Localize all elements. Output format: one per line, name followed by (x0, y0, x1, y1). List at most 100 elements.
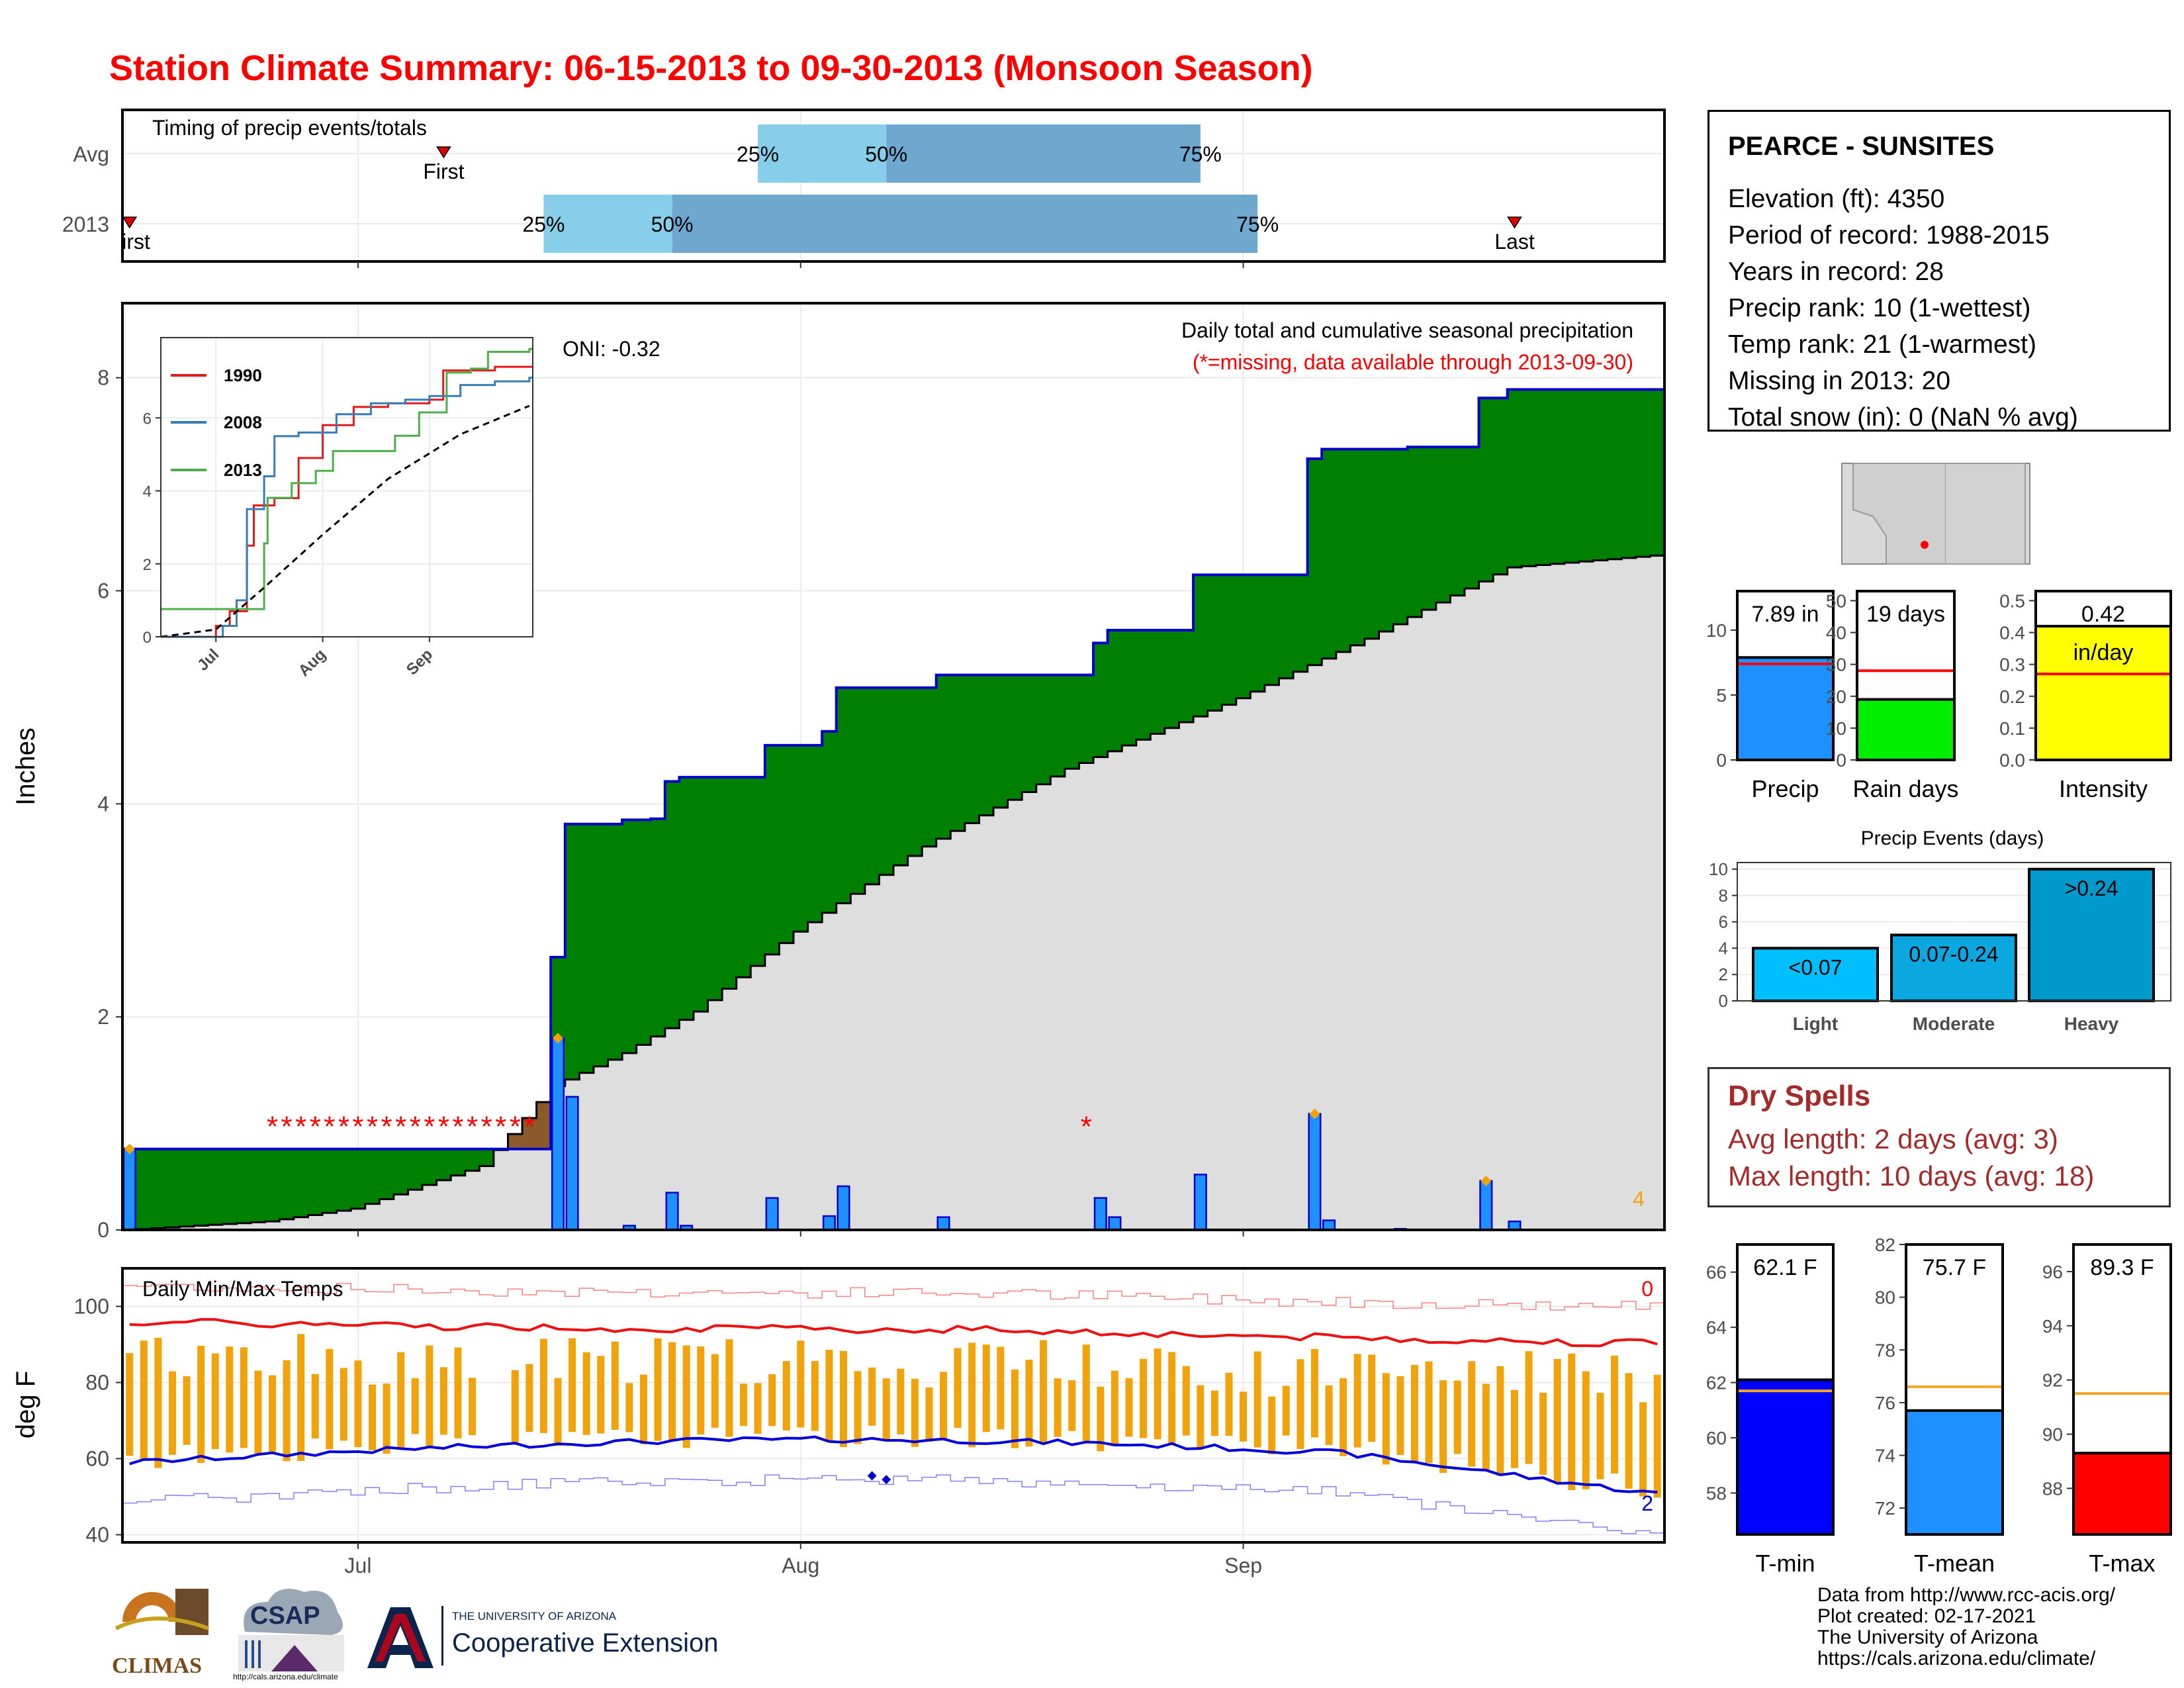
precip-events-border (1737, 862, 2171, 1002)
precip-missing-star-9: * (395, 1110, 406, 1143)
tmean-axis-label: T-mean (1914, 1550, 1995, 1577)
temp-y-tick-label-0: 40 (85, 1523, 109, 1547)
precip_total-value-label: 7.89 in (1751, 602, 1819, 627)
timing-box-25-50 (758, 124, 887, 183)
tmin-axis-label: T-min (1756, 1550, 1815, 1577)
tmean-border (1905, 1243, 2004, 1536)
temp-hot-count: 0 (1641, 1277, 1653, 1301)
precip_total-axis-label: Precip (1751, 775, 1819, 802)
timing-row-label-front: 2013 (62, 212, 109, 236)
precip-daily-bar-11 (1108, 1216, 1122, 1231)
credit-university: The University of Arizona (1817, 1626, 2038, 1648)
temp-panel-title: Daily Min/Max Temps (142, 1277, 343, 1301)
csap-logo-mark (238, 1589, 344, 1671)
climas-logo: CLIMAS (109, 1582, 215, 1681)
precip_total-y-tick-label-2: 10 (1706, 620, 1727, 641)
rain_days-bar (1856, 698, 1956, 762)
tmin-value-label: 62.1 F (1753, 1255, 1817, 1280)
timing-label-75: 75% (1236, 212, 1279, 236)
precip-events-bar-label-light: <0.07 (1789, 955, 1843, 979)
timing-panel-border (121, 109, 1666, 263)
rain_days-y-tick-label-0: 0 (1836, 750, 1846, 771)
precip-record-marker-0 (124, 1143, 135, 1154)
precip-missing-star-11: * (424, 1110, 435, 1143)
precip_total-y-tick-label-0: 0 (1716, 750, 1727, 771)
tmean-y-tick-label-1: 74 (1875, 1446, 1895, 1466)
tmax-axis-label: T-max (2089, 1550, 2155, 1577)
tmax-y-tick-label-4: 96 (2042, 1262, 2063, 1282)
precip-record-marker-1 (553, 1033, 564, 1044)
locator-map-station-dot (1921, 541, 1929, 549)
precip-daily-bar-14 (1322, 1219, 1336, 1231)
precip-events-y-tick-label-2: 4 (1719, 938, 1728, 958)
precip-missing-star-17: * (510, 1110, 521, 1143)
rain_days-y-tick-label-1: 10 (1826, 718, 1846, 739)
precip-missing-star-14: * (467, 1110, 478, 1143)
precip-events-y-tick-label-1: 2 (1719, 964, 1728, 984)
tmin-y-tick-label-0: 58 (1706, 1483, 1727, 1503)
csap-logo-text: CSAP (250, 1602, 320, 1630)
precip-daily-bar-9 (936, 1216, 950, 1231)
precip-missing-star-18: * (523, 1110, 535, 1143)
timing-box-25-50 (543, 195, 672, 253)
temp-record-low-line (122, 1474, 1664, 1534)
intensity-y-tick-label-1: 0.1 (1999, 718, 2025, 739)
intensity-value-label: 0.42 (2081, 602, 2125, 627)
temp-record-high-line (122, 1283, 1664, 1311)
temp-y-tick-label-2: 80 (85, 1371, 109, 1395)
ua-logo-divider (441, 1606, 443, 1665)
tmin-y-tick-label-3: 64 (1706, 1317, 1727, 1338)
precip-events-bar-heavy (2028, 867, 2155, 1003)
precip-events-y-tick-label-4: 8 (1719, 886, 1728, 906)
precip-events-category-heavy: Heavy (2064, 1013, 2119, 1034)
intensity-y-tick-label-2: 0.2 (1999, 686, 2025, 707)
tmax-y-tick-label-2: 92 (2042, 1370, 2063, 1391)
precip_total-border (1736, 590, 1835, 761)
timing-first-marker (436, 146, 451, 159)
precip-missing-star-15: * (481, 1110, 492, 1143)
precip-y-axis-label: Inches (11, 727, 40, 806)
timing-panel-title: Timing of precip events/totals (152, 116, 427, 140)
tmin-y-tick-label-1: 60 (1706, 1428, 1727, 1448)
inset-legend-label-2013: 2013 (224, 460, 262, 480)
tmax-y-tick-label-0: 88 (2042, 1478, 2063, 1499)
precip-events-bar-label-moderate: 0.07-0.24 (1909, 942, 1998, 966)
tmax-value-label: 89.3 F (2090, 1255, 2154, 1280)
intensity-axis-label: Intensity (2059, 775, 2148, 802)
tmean-y-tick-label-2: 76 (1875, 1393, 1895, 1413)
timing-row-label-front: Avg (73, 142, 109, 166)
precip-missing-star-19: * (1081, 1110, 1092, 1143)
precip-events-y-tick-label-3: 6 (1719, 912, 1728, 932)
tmin-y-tick-label-2: 62 (1706, 1373, 1727, 1393)
tmax-y-tick-label-1: 90 (2042, 1425, 2063, 1445)
station-period: Period of record: 1988-2015 (1728, 221, 2050, 250)
tmax-bar (2072, 1452, 2172, 1536)
precip-missing-star-13: * (452, 1110, 463, 1143)
precip-y-tick-label-1: 2 (97, 1005, 109, 1029)
precip-panel-subtitle: (*=missing, data available through 2013-… (1193, 350, 1633, 374)
precip-above-average-area (122, 389, 1664, 1230)
precip-missing-star-8: * (381, 1110, 392, 1143)
dry-spells-box: Dry Spells Avg length: 2 days (avg: 3) M… (1707, 1067, 2171, 1207)
timing-box-50-75 (672, 195, 1258, 253)
intensity-y-tick-label-0: 0.0 (1999, 750, 2025, 771)
precip-y-tick-label-2: 4 (97, 792, 109, 816)
rain_days-border (1856, 590, 1956, 761)
tmin-border (1736, 1243, 1835, 1536)
inset-y-tick-label-1: 2 (143, 556, 152, 574)
rain_days-y-tick-label-5: 50 (1826, 590, 1846, 611)
ua-logo-mark (367, 1607, 433, 1668)
tmean-y-tick-label-3: 78 (1875, 1340, 1895, 1360)
precip-daily-bar-8 (837, 1185, 850, 1231)
precip-events-y-tick-label-5: 10 (1709, 859, 1728, 879)
precip-missing-star-4: * (324, 1110, 335, 1143)
precip-daily-bar-12 (1193, 1174, 1207, 1231)
temp-x-tick-label-1: Aug (782, 1554, 819, 1577)
locator-map-state-nm (1946, 463, 2026, 565)
timing-left-mask (0, 110, 121, 261)
precip-missing-star-6: * (352, 1110, 363, 1143)
climas-logo-mark (114, 1589, 210, 1635)
timing-label-25: 25% (522, 212, 565, 236)
inset-legend-label-2008: 2008 (224, 412, 262, 432)
temp-y-tick-label-1: 60 (85, 1447, 109, 1471)
